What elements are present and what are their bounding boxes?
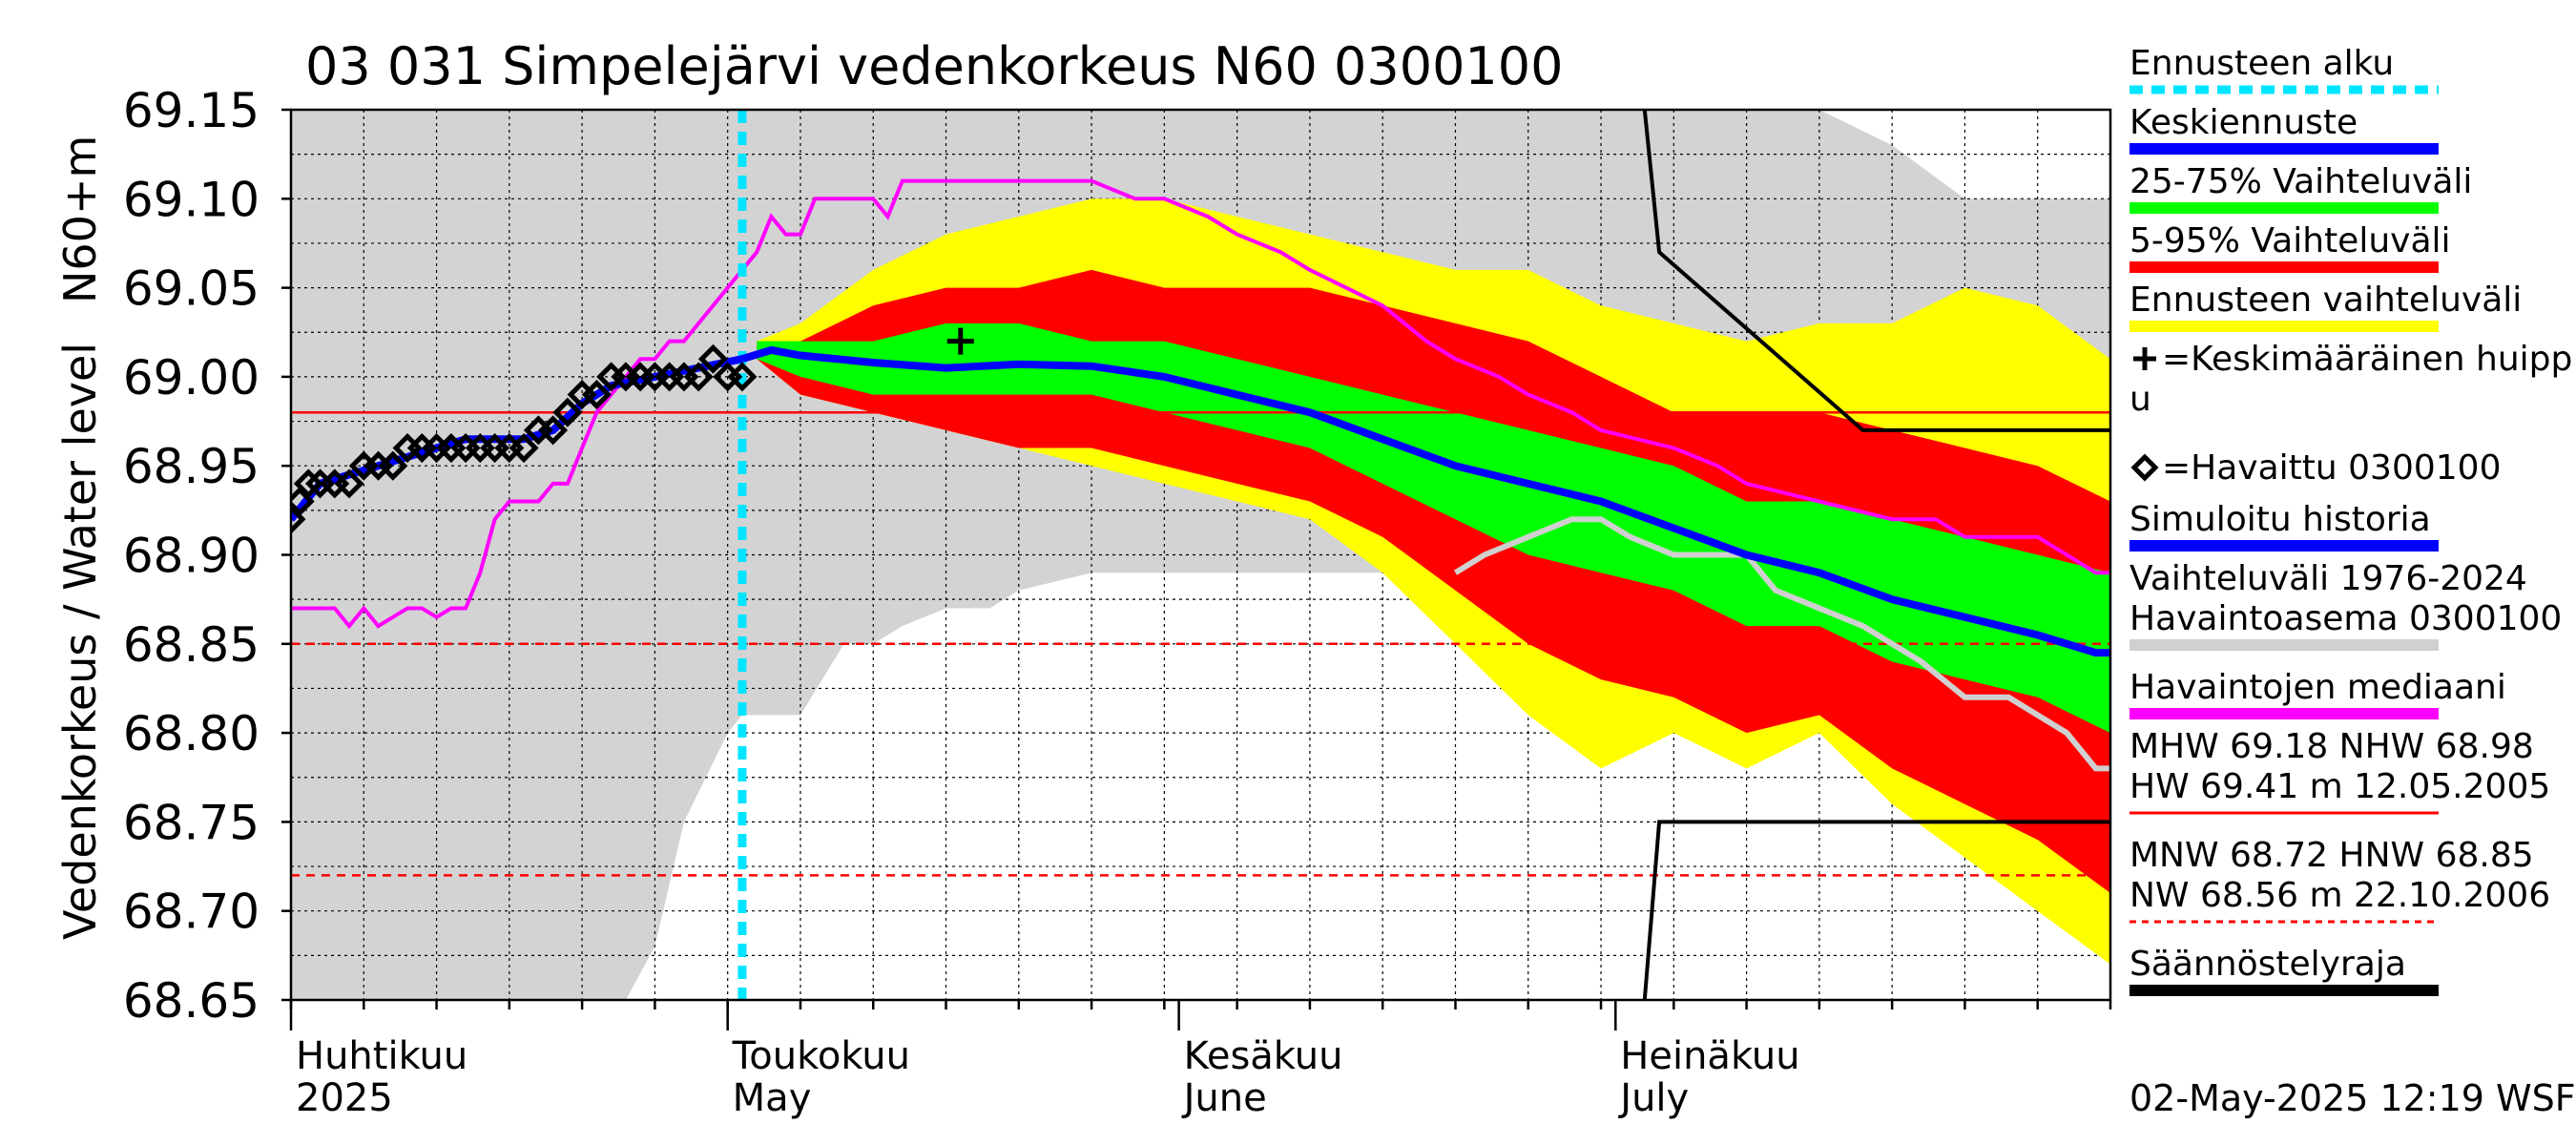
legend-label: Havaintojen mediaani (2129, 668, 2506, 707)
month-label-fi: Kesäkuu (1184, 1034, 1343, 1078)
y-tick-label: 69.10 (123, 172, 260, 227)
observed-point (378, 450, 408, 481)
legend-label-line2: NW 68.56 m 22.10.2006 (2129, 876, 2550, 915)
band-5-95 (757, 269, 2110, 893)
y-tick-label: 68.70 (123, 885, 260, 940)
observed-point (334, 468, 364, 499)
legend-label: Simuloitu historia (2129, 500, 2431, 539)
y-tick-label: 68.95 (123, 439, 260, 494)
legend-label: Ennusteen vaihteluväli (2129, 281, 2522, 320)
plot-area (291, 110, 2110, 1000)
y-axis-label-unit: N60+m (54, 135, 106, 303)
observed-point (538, 415, 569, 446)
legend-label-line2: HW 69.41 m 12.05.2005 (2129, 767, 2550, 806)
month-label-en: July (1617, 1076, 1689, 1120)
legend-label: Vaihteluväli 1976-2024 (2129, 559, 2527, 598)
legend-label-line2: u (2129, 380, 2151, 419)
regulation-limit-line-1 (1642, 820, 2110, 1000)
month-label-fi: Heinäkuu (1620, 1034, 1799, 1078)
y-axis-label: Vedenkorkeus / Water level (54, 343, 106, 940)
month-label-en: 2025 (296, 1076, 393, 1120)
y-tick-label: 68.90 (123, 529, 260, 584)
observed-point (293, 468, 323, 499)
legend-label: Säännöstelyraja (2129, 945, 2406, 984)
observed-point (727, 362, 758, 392)
regulation-limit-line-0 (1642, 110, 2110, 432)
y-tick-label: 69.05 (123, 261, 260, 317)
legend-label: =Keskimääräinen huipp (2162, 340, 2572, 379)
mean-forecast-line (740, 345, 2110, 657)
observed-point (697, 344, 728, 374)
observed-point (683, 362, 714, 392)
chart-title: 03 031 Simpelejärvi vedenkorkeus N60 030… (305, 36, 1564, 96)
y-tick-label: 69.15 (123, 83, 260, 138)
y-tick-label: 68.80 (123, 706, 260, 761)
observed-point (509, 433, 539, 464)
y-tick-label: 69.00 (123, 350, 260, 406)
median-line (291, 178, 2110, 630)
y-tick-label: 68.85 (123, 617, 260, 673)
legend-label: 5-95% Vaihteluväli (2129, 221, 2451, 260)
legend-label: Keskiennuste (2129, 103, 2358, 142)
month-label-en: June (1181, 1076, 1267, 1120)
mean-peak-marker (946, 327, 974, 355)
legend-label: MNW 68.72 HNW 68.85 (2129, 836, 2534, 875)
observed-point (552, 397, 583, 427)
legend-plus-icon (2133, 347, 2156, 370)
observed-point (581, 380, 612, 410)
history-grey-line (1453, 516, 2110, 772)
month-label-en: May (733, 1076, 812, 1120)
legend-label: =Havaittu 0300100 (2162, 448, 2501, 488)
month-label-fi: Huhtikuu (296, 1034, 467, 1078)
legend-label: Ennusteen alku (2129, 44, 2394, 83)
month-label-fi: Toukokuu (732, 1034, 910, 1078)
legend-label: 25-75% Vaihteluväli (2129, 162, 2472, 201)
y-tick-label: 68.75 (123, 795, 260, 850)
observed-point (291, 504, 306, 534)
footer-timestamp: 02-May-2025 12:19 WSFS-O (2129, 1077, 2576, 1119)
legend-label: MHW 69.18 NHW 68.98 (2129, 727, 2534, 766)
y-tick-label: 68.65 (123, 973, 260, 1029)
legend-diamond-icon (2130, 453, 2159, 482)
legend-label-line2: Havaintoasema 0300100 (2129, 599, 2562, 638)
